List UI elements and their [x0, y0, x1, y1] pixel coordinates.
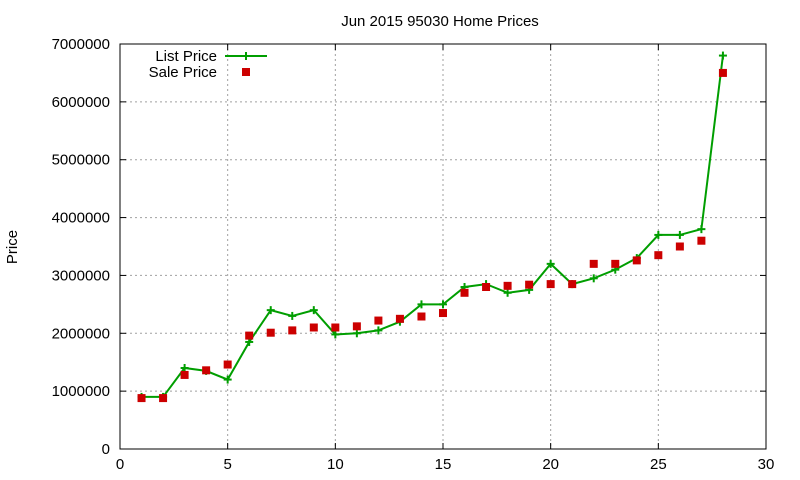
list-price-point [374, 326, 383, 335]
list-price-point [697, 225, 706, 234]
sale-price-point [245, 331, 254, 340]
sale-price-point [288, 326, 297, 335]
y-tick-label: 5000000 [52, 152, 110, 169]
sale-price-point [374, 316, 383, 325]
sale-price-point [611, 259, 620, 268]
tick-labels: 0 5 10 15 20 25 30 0 1000000 2000000 3000000 400000… [52, 36, 775, 473]
legend-swatch-list-price [225, 52, 267, 60]
list-price-point [503, 288, 512, 297]
list-price-point [223, 375, 232, 384]
sale-price-point [266, 328, 275, 337]
sale-price-point [503, 281, 512, 290]
list-price-point [180, 364, 189, 372]
sale-price-point [675, 242, 684, 251]
sale-price-point [525, 280, 534, 289]
sale-price-point [718, 68, 727, 77]
legend-label-sale-price: Sale Price [149, 64, 217, 81]
grid [120, 44, 766, 449]
y-axis-label: Price [4, 230, 21, 264]
y-tick-label: 0 [102, 441, 110, 458]
list-price-point [331, 330, 340, 339]
x-tick-label: 10 [327, 456, 344, 473]
list-price-point [417, 300, 426, 309]
plot-frame [119, 43, 767, 450]
sale-price-point [202, 366, 211, 375]
list-price-point [718, 51, 727, 60]
list-price-point [439, 300, 447, 309]
sale-price-point [331, 323, 340, 332]
x-tick-label: 15 [435, 456, 452, 473]
sale-price-point [546, 280, 555, 289]
sale-price-point [697, 236, 706, 245]
x-tick-label: 25 [650, 456, 667, 473]
sale-price-point [159, 394, 168, 403]
list-price-point [309, 306, 318, 315]
sale-price-point [460, 288, 469, 297]
list-price-point [546, 259, 555, 268]
legend-label-list-price: List Price [155, 48, 217, 65]
sale-price-point [439, 309, 447, 318]
legend-swatch-sale-price [242, 68, 250, 76]
sale-price-point [223, 360, 232, 369]
y-tick-label: 2000000 [52, 325, 110, 342]
chart-title: Jun 2015 95030 Home Prices [341, 13, 539, 30]
series [137, 51, 727, 403]
sale-price-point [654, 251, 663, 260]
list-price-point [589, 274, 598, 283]
sale-price-point [180, 370, 189, 379]
sale-price-point [632, 256, 641, 265]
y-tick-label: 3000000 [52, 267, 110, 284]
y-tick-label: 4000000 [52, 210, 110, 227]
list-price-point [266, 306, 275, 315]
x-tick-label: 5 [223, 456, 231, 473]
x-tick-label: 0 [116, 456, 124, 473]
x-tick-label: 30 [758, 456, 775, 473]
y-tick-label: 7000000 [52, 36, 110, 53]
sale-price-point [352, 322, 361, 331]
sale-price-point [395, 314, 404, 323]
legend: List Price Sale Price [149, 48, 267, 81]
y-tick-label: 1000000 [52, 383, 110, 400]
x-tick-label: 20 [542, 456, 559, 473]
y-tick-label: 6000000 [52, 94, 110, 111]
sale-price-point [589, 259, 598, 268]
list-price-point [288, 311, 297, 320]
sale-price-point [568, 280, 577, 289]
sale-price-point [137, 394, 146, 403]
list-price-point [654, 230, 663, 239]
list-price-line [141, 55, 724, 398]
sale-price-point [417, 312, 426, 321]
sale-price-point [309, 323, 318, 332]
list-price-point [352, 329, 361, 338]
list-price-point [675, 230, 684, 239]
sale-price-point [482, 283, 491, 291]
